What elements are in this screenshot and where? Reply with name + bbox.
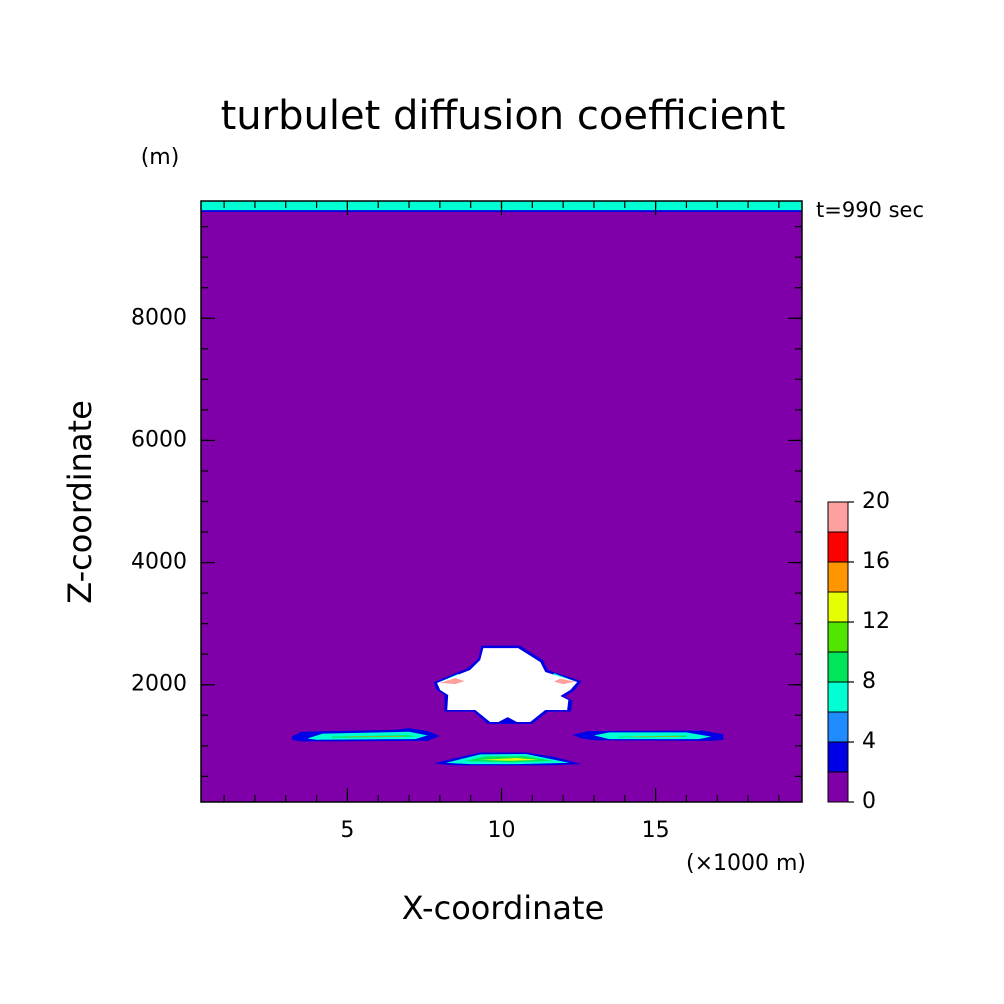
colorbar-tick-label: 4 [862,729,876,754]
colorbar-swatch [827,561,849,593]
contour-region [553,678,576,685]
colorbar-tick-label: 8 [862,669,876,694]
colorbar-tick-label: 12 [862,609,890,634]
colorbar-swatch [827,531,849,563]
colorbar-swatch [827,711,849,743]
x-tick-label: 10 [488,818,516,843]
colorbar-swatch [827,501,849,533]
colorbar-swatch [827,741,849,773]
contour-region [630,736,681,737]
y-tick-label: 6000 [131,427,187,452]
contour-region [439,678,465,685]
y-tick-label: 8000 [131,305,187,330]
y-tick-label: 4000 [131,550,187,575]
colorbar-swatch [827,771,849,803]
y-unit: (m) [141,145,180,170]
colorbar-tick-label: 16 [862,549,890,574]
chart-title: turbulet diffusion coefficient [221,93,786,139]
colorbar-swatch [827,591,849,623]
contour-region [347,736,403,738]
colorbar-swatch [827,681,849,713]
x-tick-label: 15 [642,818,670,843]
contour-region [593,732,712,740]
contour-region [498,717,517,722]
time-label: t=990 sec [816,198,924,222]
y-axis-label: Z-coordinate [61,400,99,604]
x-unit: (×1000 m) [686,851,806,876]
colorbar-tick-label: 20 [862,489,890,514]
x-axis-label: X-coordinate [402,889,605,927]
x-tick-label: 5 [340,818,354,843]
colorbar-tick-label: 0 [862,789,876,814]
colorbar-swatch [827,651,849,683]
y-tick-label: 2000 [131,672,187,697]
contour-region [479,758,539,761]
contour-region [437,648,578,723]
colorbar-swatch [827,621,849,653]
